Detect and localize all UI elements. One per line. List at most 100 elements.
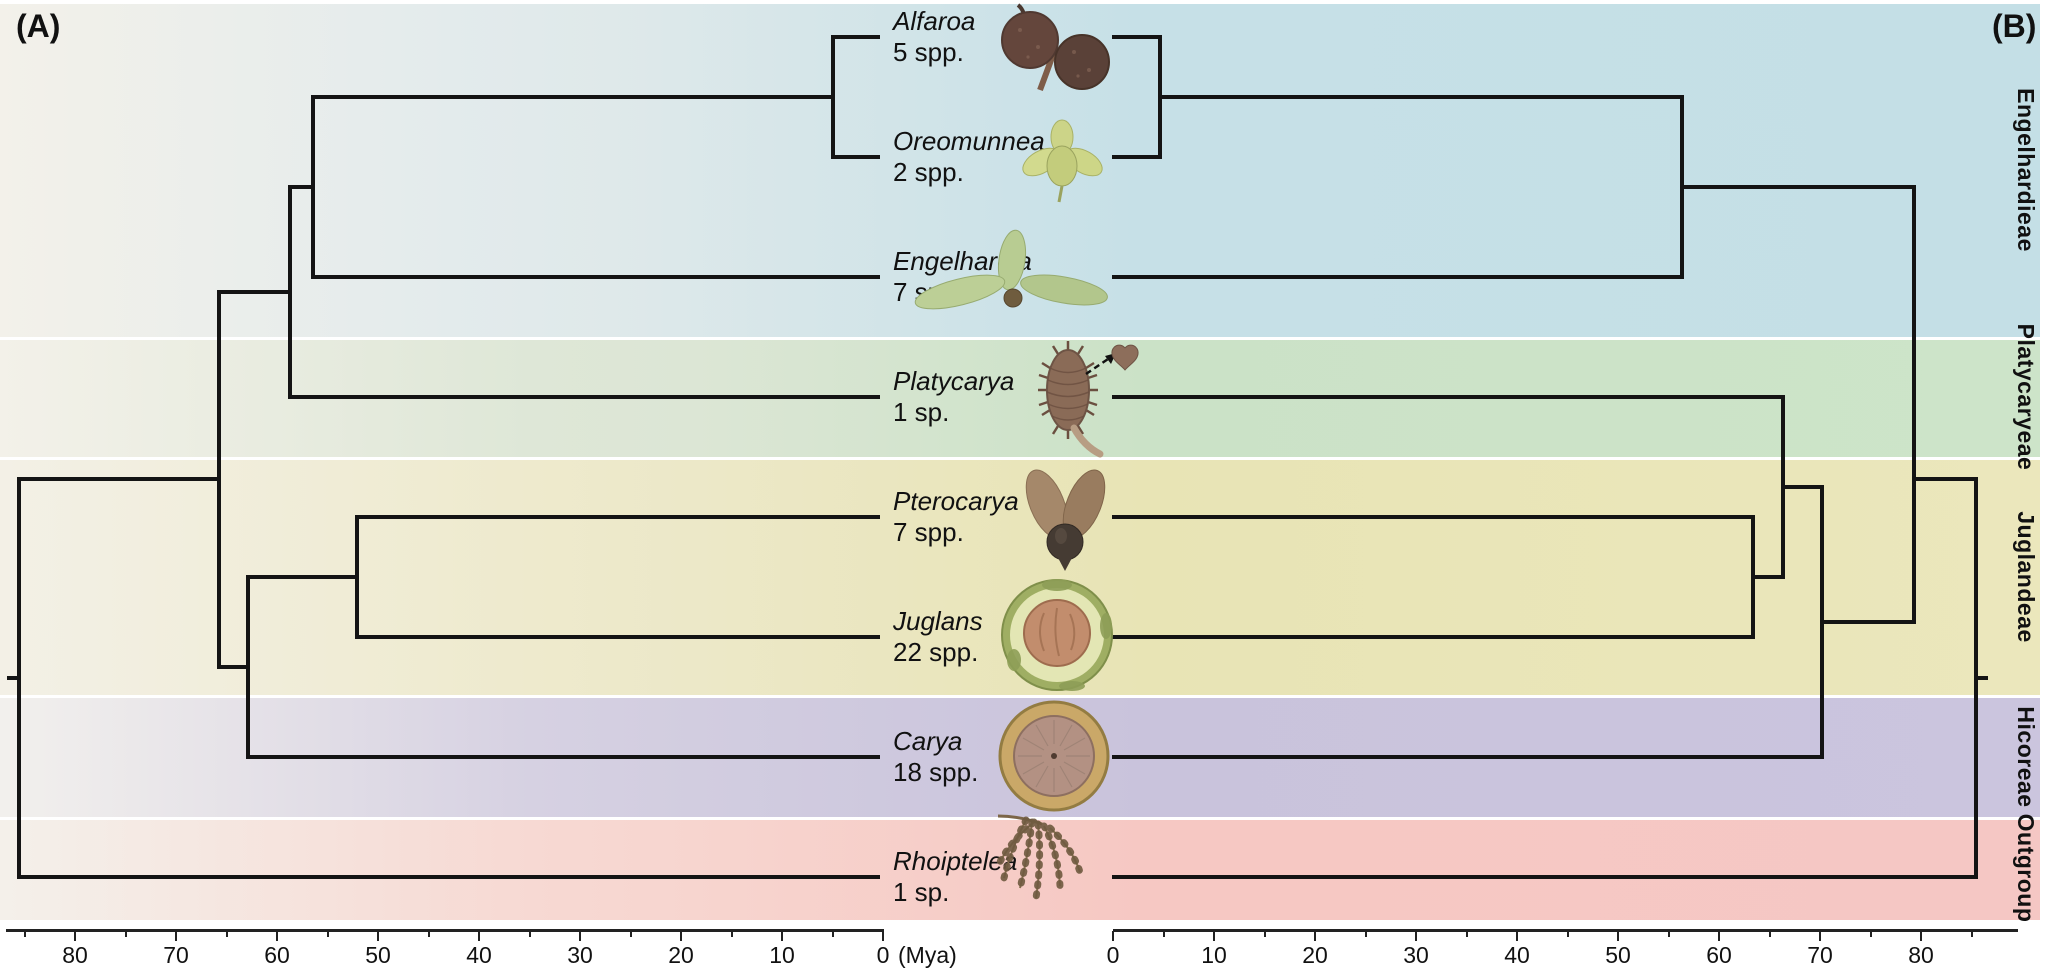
tick-label: 30 [567,942,593,968]
taxon-label-alfaroa: Alfaroa 5 spp. [893,6,975,68]
branch [1912,185,1916,624]
branch [1112,755,1824,759]
tick-label: 70 [163,942,189,968]
genus-name: Carya [893,726,963,756]
taxon-label-pterocarya: Pterocarya 7 spp. [893,486,1019,548]
branch [288,185,315,189]
axis-unit-label: (Mya) [898,942,957,968]
species-count: 7 spp. [893,517,964,547]
minor-tick [327,931,329,937]
branch [217,290,221,669]
clade-label-outgroup: Outgroup [2013,813,2039,923]
panel-a-label: (A) [16,8,61,44]
clade-label-engelhardieae: Engelhardieae [2013,88,2039,252]
tick [1415,931,1417,941]
tick-label: 40 [1504,942,1530,968]
species-count: 5 spp. [893,37,964,67]
branch [1820,620,1916,624]
tick-label: 70 [1807,942,1833,968]
branch [217,290,292,294]
tick-label: 60 [1706,942,1732,968]
tick-label: 0 [1106,942,1120,968]
genus-name: Rhoiptelea [893,846,1018,876]
minor-tick [832,931,834,937]
branch [1680,185,1916,189]
tick-label: 10 [769,942,795,968]
root-stub [1976,676,1988,680]
branch [357,515,880,519]
species-count: 1 sp. [893,877,950,907]
branch [17,477,21,879]
minor-tick [1163,931,1165,937]
oreomunnea-fruit-image [1022,119,1103,203]
taxon-label-carya: Carya 18 spp. [893,726,978,788]
branch [1751,575,1785,579]
tick [276,931,278,941]
branch [246,575,359,579]
clade-label-hicoreae: Hicoreae [2013,706,2039,808]
tick [781,931,783,941]
branch [17,477,219,481]
branch [313,275,880,279]
branch [1112,275,1684,279]
tick [377,931,379,941]
branch [1112,35,1162,39]
genus-name: Juglans [893,606,983,636]
platycarya-fruit-image [1038,341,1139,458]
tick [1617,931,1619,941]
branch [1112,155,1162,159]
minor-tick [630,931,632,937]
tick [1314,931,1316,941]
species-count: 18 spp. [893,757,979,787]
minor-tick [1769,931,1771,937]
tick [74,931,76,941]
minor-tick [1971,931,1973,937]
pterocarya-fruit-image [1025,469,1106,571]
genus-name: Oreomunnea [893,126,1045,156]
carya-fruit-image [998,700,1110,812]
tick [1516,931,1518,941]
tick-label: 40 [466,942,492,968]
clade-label-juglandeae: Juglandeae [2013,511,2039,643]
taxon-label-juglans: Juglans 22 spp. [893,606,983,668]
minor-tick [125,931,127,937]
minor-tick [1264,931,1266,937]
branch [833,155,880,159]
tick-label: 60 [264,942,290,968]
alfaroa-fruit-image [1001,3,1110,92]
branch [217,665,250,669]
minor-tick [226,931,228,937]
tick [579,931,581,941]
branch [1112,875,1978,879]
tick-label: 80 [1908,942,1934,968]
minor-tick [1567,931,1569,937]
minor-tick [731,931,733,937]
branch [1781,485,1824,489]
time-axis-left [6,929,884,932]
engelhardia-fruit-image [914,229,1108,310]
species-count: 2 spp. [893,157,964,187]
tick [1718,931,1720,941]
tick [882,931,884,941]
taxon-label-oreomunnea: Oreomunnea 2 spp. [893,126,1045,188]
juglans-fruit-image [1001,579,1113,691]
branch [1912,477,1978,481]
branch [833,35,880,39]
minor-tick [529,931,531,937]
panel-b-label: (B) [1992,8,2037,44]
tick-label: 0 [876,942,890,968]
tick-label: 50 [365,942,391,968]
tick-label: 10 [1201,942,1227,968]
branch [1112,395,1785,399]
tick [1213,931,1215,941]
minor-tick [1668,931,1670,937]
clade-label-platycaryeae: Platycaryeae [2013,323,2039,471]
tick [175,931,177,941]
tick-label: 20 [668,942,694,968]
taxon-label-rhoiptelea: Rhoiptelea 1 sp. [893,846,1017,908]
minor-tick [1466,931,1468,937]
branch [248,755,880,759]
tick [478,931,480,941]
tick-label: 20 [1302,942,1328,968]
